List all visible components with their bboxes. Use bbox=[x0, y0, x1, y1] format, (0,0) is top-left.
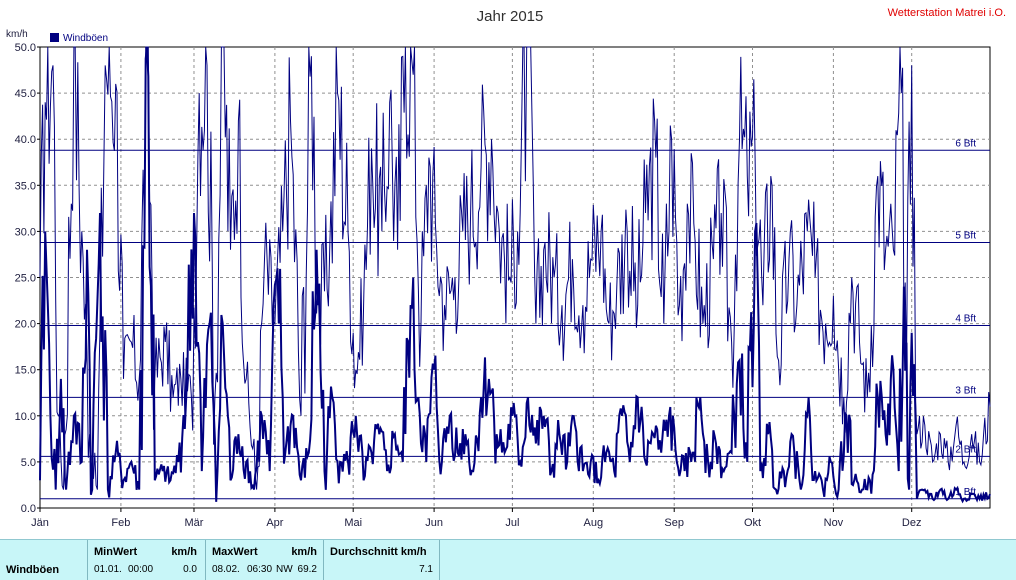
beaufort-label: 3 Bft bbox=[955, 385, 976, 396]
station-brand: Wetterstation Matrei i.O. bbox=[888, 7, 1006, 19]
x-tick-label: Jul bbox=[505, 517, 519, 529]
series-line-gust-max bbox=[39, 46, 991, 490]
stats-avg-cell: Durchschnitt km/h 7.1 bbox=[324, 540, 440, 580]
min-header: MinWert bbox=[94, 546, 138, 558]
y-axis: 0.0 5.0 10.0 15.0 20.0 25.0 30.0 35.0 40.0 45.0 50… bbox=[15, 42, 40, 515]
min-value: 0.0 bbox=[183, 564, 197, 575]
x-tick-label: Feb bbox=[111, 517, 130, 529]
beaufort-label: 1 Bft bbox=[955, 487, 976, 498]
y-tick-label: 5.0 bbox=[21, 457, 36, 469]
wind-gust-chart: Jahr 2015 Wetterstation Matrei i.O. km/h… bbox=[6, 7, 1006, 529]
y-tick-label: 45.0 bbox=[15, 88, 36, 100]
x-axis: Jän Feb Mär Apr Mai Jun Jul Aug Sep Okt Nov Dez bbox=[31, 508, 921, 529]
x-tick-label: Sep bbox=[664, 517, 684, 529]
legend-label: Windböen bbox=[63, 33, 108, 44]
x-tick-label: Apr bbox=[266, 517, 283, 529]
y-tick-label: 20.0 bbox=[15, 319, 36, 331]
y-tick-label: 25.0 bbox=[15, 273, 36, 285]
stats-row-label: Windböen bbox=[6, 564, 60, 576]
beaufort-label: 4 Bft bbox=[955, 313, 976, 324]
min-unit: km/h bbox=[171, 546, 197, 558]
stats-table: Windböen MinWert km/h 01.01. 00:00 0.0 M… bbox=[0, 539, 1016, 580]
max-time: 06:30 bbox=[247, 564, 273, 575]
max-direction: NW bbox=[276, 564, 293, 575]
max-unit: km/h bbox=[291, 546, 317, 558]
beaufort-label: 6 Bft bbox=[955, 138, 976, 149]
avg-header: Durchschnitt km/h bbox=[330, 546, 427, 558]
x-tick-label: Okt bbox=[744, 517, 761, 529]
avg-value: 7.1 bbox=[419, 564, 433, 575]
beaufort-label: 5 Bft bbox=[955, 230, 976, 241]
max-date: 08.02. bbox=[212, 564, 240, 575]
y-tick-label: 10.0 bbox=[15, 411, 36, 423]
max-header: MaxWert bbox=[212, 546, 258, 558]
x-tick-label: Dez bbox=[902, 517, 922, 529]
y-axis-unit: km/h bbox=[6, 29, 28, 40]
x-tick-label: Mär bbox=[185, 517, 204, 529]
series-line-gust-mean bbox=[39, 46, 991, 504]
x-tick-label: Aug bbox=[584, 517, 604, 529]
y-tick-label: 50.0 bbox=[15, 42, 36, 54]
min-time: 00:00 bbox=[128, 564, 154, 575]
stats-empty-cell bbox=[440, 540, 1016, 580]
y-tick-label: 15.0 bbox=[15, 365, 36, 377]
series-group bbox=[39, 46, 991, 504]
x-tick-label: Jun bbox=[425, 517, 443, 529]
max-value: 69.2 bbox=[297, 564, 317, 575]
y-tick-label: 35.0 bbox=[15, 180, 36, 192]
legend-swatch bbox=[50, 33, 59, 42]
y-tick-label: 40.0 bbox=[15, 134, 36, 146]
x-tick-label: Jän bbox=[31, 517, 49, 529]
y-tick-label: 0.0 bbox=[21, 503, 36, 515]
y-tick-label: 30.0 bbox=[15, 226, 36, 238]
stats-min-cell: MinWert km/h 01.01. 00:00 0.0 bbox=[88, 540, 206, 580]
stats-max-cell: MaxWert km/h 08.02. 06:30 NW 69.2 bbox=[206, 540, 324, 580]
stats-label-cell: Windböen bbox=[0, 540, 88, 580]
beaufort-label: 2 Bft bbox=[955, 444, 976, 455]
x-tick-label: Mai bbox=[344, 517, 362, 529]
chart-title: Jahr 2015 bbox=[477, 8, 544, 25]
x-tick-label: Nov bbox=[824, 517, 844, 529]
min-date: 01.01. bbox=[94, 564, 122, 575]
